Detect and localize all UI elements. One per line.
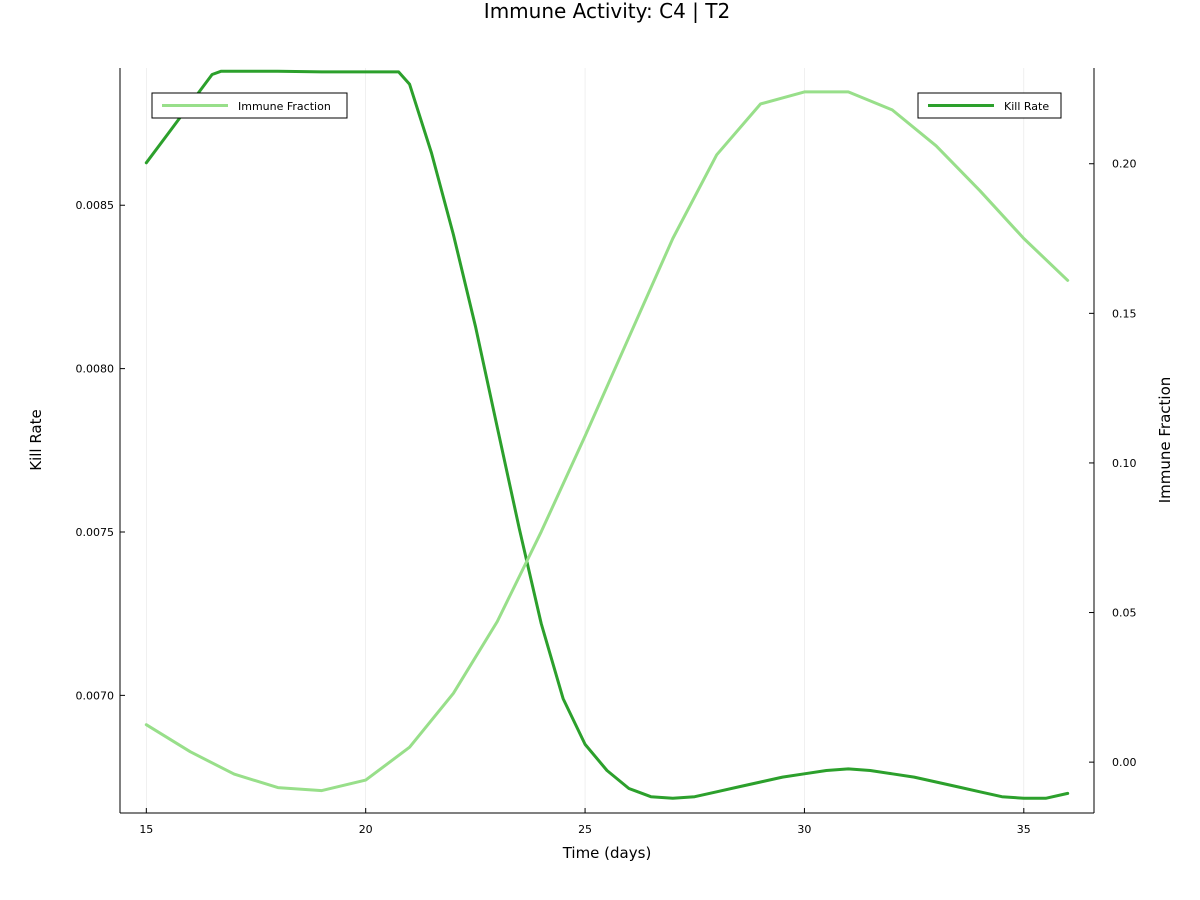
y-left-tick-label: 0.0075 — [76, 526, 115, 539]
y-right-tick-label: 0.00 — [1112, 756, 1137, 769]
y-left-tick-label: 0.0085 — [76, 199, 115, 212]
y-axis-right-title: Immune Fraction — [1156, 377, 1174, 504]
y-right-tick-label: 0.05 — [1112, 607, 1137, 620]
grid-layer — [146, 68, 1025, 813]
legend-label: Immune Fraction — [238, 100, 331, 113]
y-left-tick-label: 0.0080 — [76, 363, 115, 376]
chart-title: Immune Activity: C4 | T2 — [484, 0, 730, 23]
legend-label: Kill Rate — [1004, 100, 1049, 113]
y-left-tick-label: 0.0070 — [76, 689, 115, 702]
series-layer — [144, 69, 1070, 800]
series-line-immune-fraction — [144, 90, 1070, 793]
legend-layer: Immune Fraction Kill Rate — [151, 92, 1062, 119]
ticks-layer: 15 20 25 30 35 0.0070 0.0075 0.0080 0.0085 0.00 0.… — [76, 158, 1137, 836]
y-right-tick-label: 0.20 — [1112, 158, 1137, 171]
x-tick-label: 25 — [578, 823, 592, 836]
legend-top-right: Kill Rate — [917, 92, 1062, 119]
y-right-tick-label: 0.15 — [1112, 307, 1137, 320]
y-right-tick-label: 0.10 — [1112, 457, 1137, 470]
x-tick-label: 30 — [797, 823, 811, 836]
x-axis-title: Time (days) — [562, 844, 652, 862]
x-tick-label: 35 — [1017, 823, 1031, 836]
x-tick-label: 20 — [359, 823, 373, 836]
x-tick-label: 15 — [139, 823, 153, 836]
legend-top-left: Immune Fraction — [151, 92, 348, 119]
axes-layer — [119, 68, 1095, 814]
series-line-kill-rate — [144, 69, 1070, 800]
y-axis-left-title: Kill Rate — [27, 409, 45, 471]
